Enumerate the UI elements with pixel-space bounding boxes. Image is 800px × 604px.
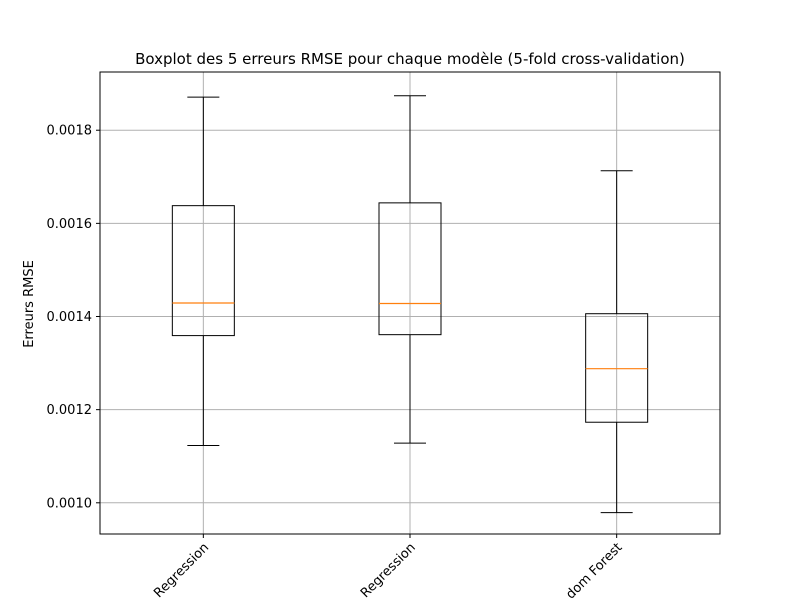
box-group xyxy=(378,95,442,444)
x-tick-label: dom Forest xyxy=(563,540,625,600)
x-tick-label: Regression xyxy=(358,540,419,600)
y-axis-label: Erreurs RMSE xyxy=(22,260,37,348)
y-tick-label: 0.0018 xyxy=(47,124,93,139)
y-tick-label: 0.0012 xyxy=(47,403,93,418)
tick-layer: 0.0010 0.0012 0.0014 0.0016 0.0018 Regression… xyxy=(47,124,626,603)
iqr-box xyxy=(378,202,442,336)
box-layer xyxy=(171,95,649,514)
y-tick-label: 0.0016 xyxy=(47,217,93,232)
iqr-box xyxy=(171,205,235,337)
box-group xyxy=(171,96,235,447)
chart-title: Boxplot des 5 erreurs RMSE pour chaque m… xyxy=(135,50,685,68)
x-tick-label: Regression xyxy=(151,540,212,600)
y-tick-label: 0.0014 xyxy=(47,310,93,325)
iqr-box xyxy=(585,313,649,423)
box-group xyxy=(585,170,649,514)
y-tick-label: 0.0010 xyxy=(47,496,93,511)
